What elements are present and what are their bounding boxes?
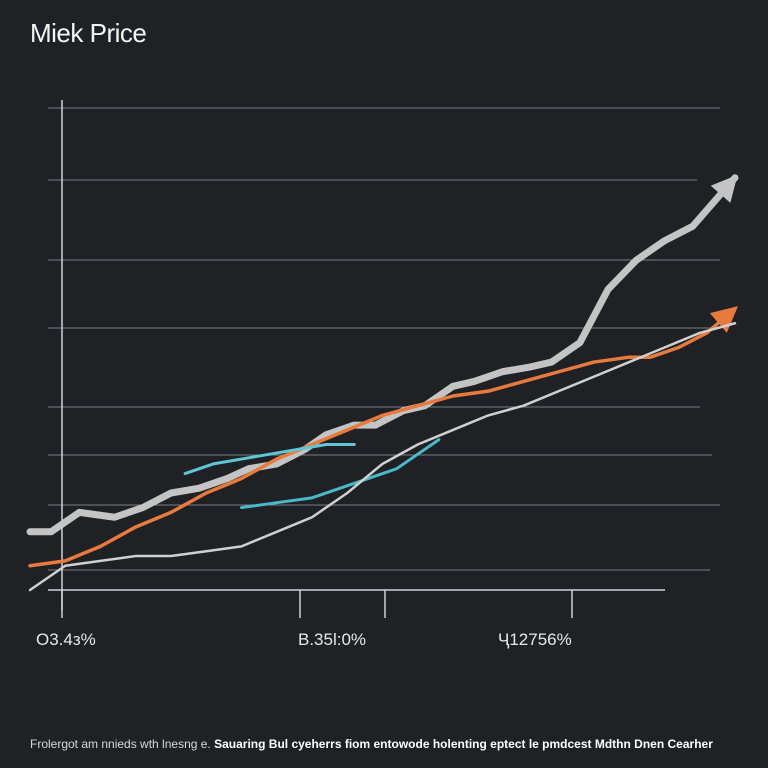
series-line [28,322,737,592]
x-tick-label: B.35l:0% [298,630,367,649]
series-line [240,438,441,510]
series-lines [26,174,739,592]
footer-text-emphasis: Sauaring Bul cyeherrs fiom entowode hole… [214,737,595,751]
footer-text: Frolergot am nnieds wth lnesng e. [30,737,215,751]
chart-title: Miek Price [30,18,147,48]
grid-lines [48,107,720,571]
series-line [28,306,737,568]
footer-text-source: Mdthn Dnen Cearher [594,737,713,751]
x-tick-label: O3.4з% [36,630,96,649]
footer-note: Frolergot am nnieds wth lnesng e. Sauari… [30,737,750,751]
x-tick-label: Ҷ12756% [498,630,572,649]
series-arrowhead [709,306,739,333]
series-arrowhead [710,174,738,203]
axes [48,100,665,618]
series-line [26,174,739,536]
series-line [183,443,356,476]
